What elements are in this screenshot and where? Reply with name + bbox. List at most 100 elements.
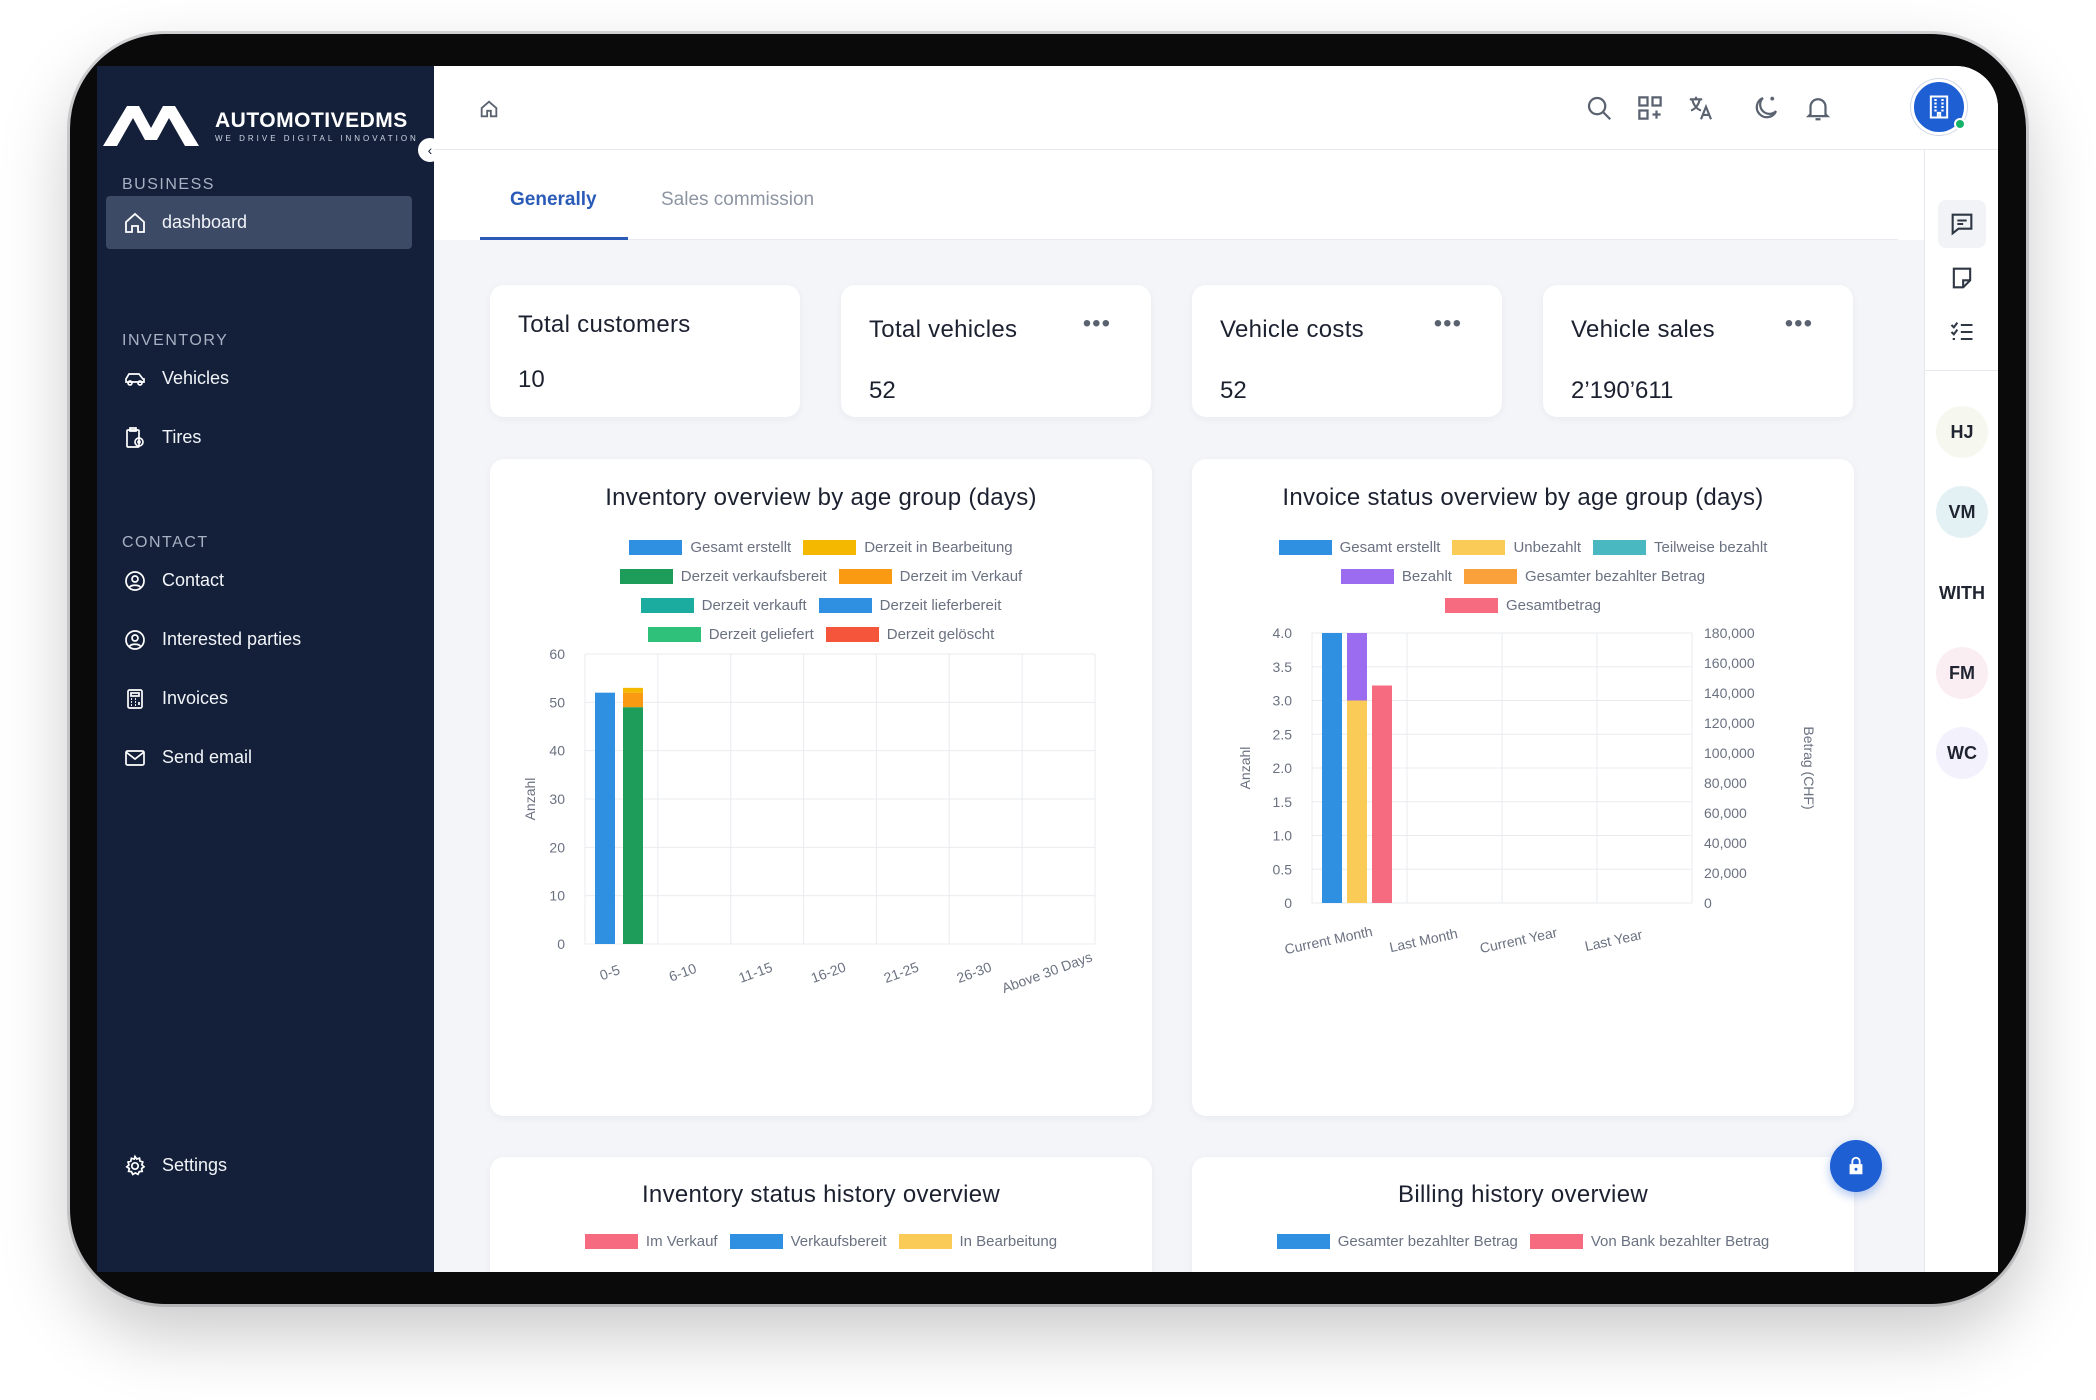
brand-logo[interactable]: AUTOMOTIVEDMS WE DRIVE DIGITAL INNOVATIO… <box>101 104 419 148</box>
avatar-with[interactable]: WITH <box>1936 567 1988 619</box>
legend-item[interactable]: Bezahlt <box>1340 568 1452 585</box>
x-tick-label: Last Month <box>1388 925 1459 955</box>
bar <box>1372 685 1392 903</box>
chart-title: Inventory status history overview <box>641 1181 1001 1208</box>
legend-item[interactable]: Im Verkauf <box>584 1233 718 1250</box>
legend-item[interactable]: Unbezahlt <box>1452 539 1581 556</box>
apps-icon[interactable] <box>1635 93 1665 123</box>
legend-item[interactable]: Derzeit in Bearbeitung <box>803 539 1013 556</box>
y-tick-label: 3.5 <box>1273 659 1293 675</box>
legend-item[interactable]: Von Bank bezahlter Betrag <box>1529 1233 1769 1250</box>
legend-item[interactable]: In Bearbeitung <box>898 1233 1057 1250</box>
chat-icon[interactable] <box>1938 200 1986 248</box>
sidebar-item-label: Tires <box>162 427 202 447</box>
sidebar-item-contact[interactable]: Contact <box>106 554 412 607</box>
chart-legend: Gesamt erstellt Derzeit in Bearbeitung Der… <box>490 533 1152 649</box>
bell-icon[interactable] <box>1803 93 1833 123</box>
more-options-icon[interactable]: ••• <box>1784 310 1813 337</box>
sidebar-item-interested-parties[interactable]: Interested parties <box>106 613 412 666</box>
home-breadcrumb-icon[interactable] <box>478 98 500 120</box>
inventory-history-chart-card: Inventory status history overview Im Ver… <box>490 1157 1152 1272</box>
legend-swatch <box>729 1234 783 1249</box>
sidebar-item-vehicles[interactable]: Vehicles <box>106 352 412 405</box>
lock-icon <box>1849 1156 1863 1175</box>
kpi-title: Total vehicles <box>869 316 1018 343</box>
tab-generally[interactable]: Generally <box>510 189 597 210</box>
sidebar-item-label: Invoices <box>162 688 229 708</box>
note-icon[interactable] <box>1938 254 1986 302</box>
sidebar-item-tires[interactable]: Tires <box>106 411 412 464</box>
top-bar <box>434 66 1998 150</box>
company-avatar[interactable] <box>1911 79 1967 135</box>
x-tick-label: Last Year <box>1583 926 1644 954</box>
legend-item[interactable]: Derzeit im Verkauf <box>838 568 1022 585</box>
sidebar-item-label: Settings <box>162 1155 228 1175</box>
invoice-status-chart-card: Invoice status overview by age group (da… <box>1192 459 1854 1116</box>
sidebar-item-settings[interactable]: Settings <box>106 1139 412 1192</box>
chart-legend: Gesamt erstellt Unbezahlt Teilweise bezahl… <box>1192 533 1854 620</box>
legend-swatch <box>1529 1234 1583 1249</box>
legend-item[interactable]: Derzeit gelöscht <box>825 626 994 643</box>
avatar-hj[interactable]: HJ <box>1936 406 1988 458</box>
y2-tick-label: 0 <box>1704 895 1712 911</box>
kpi-card-total-vehicles: Total vehicles ••• 52 <box>841 285 1151 417</box>
translate-icon[interactable] <box>1686 93 1716 123</box>
y-tick-label: 2.5 <box>1273 726 1293 742</box>
building-icon <box>1929 95 1949 119</box>
y-tick-label: 0 <box>557 936 565 952</box>
legend-item[interactable]: Derzeit verkaufsbereit <box>619 568 827 585</box>
more-options-icon[interactable]: ••• <box>1082 310 1111 337</box>
y2-tick-label: 60,000 <box>1704 805 1747 821</box>
bar-segment <box>1347 633 1367 701</box>
legend-item[interactable]: Gesamt erstellt <box>629 539 791 556</box>
legend-label: Verkaufsbereit <box>790 1233 887 1250</box>
sidebar-item-send-email[interactable]: Send email <box>106 731 412 784</box>
y2-tick-label: 140,000 <box>1704 685 1755 701</box>
sidebar-item-dashboard[interactable]: dashboard <box>106 196 412 249</box>
user-circle-icon <box>125 570 145 591</box>
legend-item[interactable]: Gesamter bezahlter Betrag <box>1276 1233 1518 1250</box>
legend-row: Gesamtbetrag <box>1192 591 1854 620</box>
y-tick-label: 60 <box>549 646 565 662</box>
checklist-icon[interactable] <box>1938 308 1986 356</box>
legend-item[interactable]: Derzeit verkauft <box>640 597 807 614</box>
legend-item[interactable]: Gesamtbetrag <box>1444 597 1601 614</box>
bar <box>623 707 643 944</box>
sidebar-item-invoices[interactable]: Invoices <box>106 672 412 725</box>
chart-title: Inventory overview by age group (days) <box>605 484 1037 511</box>
y-tick-label: 40 <box>549 743 565 759</box>
legend-label: Derzeit verkaufsbereit <box>680 568 827 585</box>
chart-title: Billing history overview <box>1398 1181 1648 1208</box>
lock-button[interactable] <box>1830 1140 1882 1192</box>
legend-item[interactable]: Derzeit geliefert <box>647 626 814 643</box>
y2-tick-label: 20,000 <box>1704 865 1747 881</box>
more-options-icon[interactable]: ••• <box>1433 310 1462 337</box>
legend-swatch <box>1340 569 1394 584</box>
avatar-fm[interactable]: FM <box>1936 647 1988 699</box>
legend-item[interactable]: Verkaufsbereit <box>729 1233 887 1250</box>
y-tick-label: 0.5 <box>1273 861 1293 877</box>
legend-item[interactable]: Teilweise bezahlt <box>1593 539 1767 556</box>
legend-label: Derzeit verkauft <box>701 597 807 614</box>
section-business: BUSINESS <box>122 176 215 193</box>
legend-label: Gesamt erstellt <box>690 539 792 556</box>
tab-sales-commission[interactable]: Sales commission <box>661 189 815 210</box>
legend-label: Teilweise bezahlt <box>1654 539 1768 556</box>
search-icon[interactable] <box>1584 93 1614 123</box>
legend-item[interactable]: Gesamt erstellt <box>1278 539 1440 556</box>
avatar-vm[interactable]: VM <box>1936 486 1988 538</box>
gear-icon <box>125 1153 146 1176</box>
kpi-title: Total customers <box>518 311 691 338</box>
avatar-wc[interactable]: WC <box>1936 727 1988 779</box>
kpi-value: 2’190’611 <box>1571 377 1674 404</box>
active-tab-indicator <box>480 237 628 240</box>
rail-divider <box>1925 370 1998 371</box>
legend-item[interactable]: Gesamter bezahlter Betrag <box>1463 568 1705 585</box>
x-tick-label: 11-15 <box>736 959 774 986</box>
x-tick-label: Current Month <box>1283 923 1374 957</box>
dark-mode-icon[interactable] <box>1751 93 1781 123</box>
legend-item[interactable]: Derzeit lieferbereit <box>818 597 1001 614</box>
brand-tagline: WE DRIVE DIGITAL INNOVATION <box>215 134 419 143</box>
legend-swatch <box>1593 540 1646 555</box>
calculator-icon <box>127 688 143 709</box>
